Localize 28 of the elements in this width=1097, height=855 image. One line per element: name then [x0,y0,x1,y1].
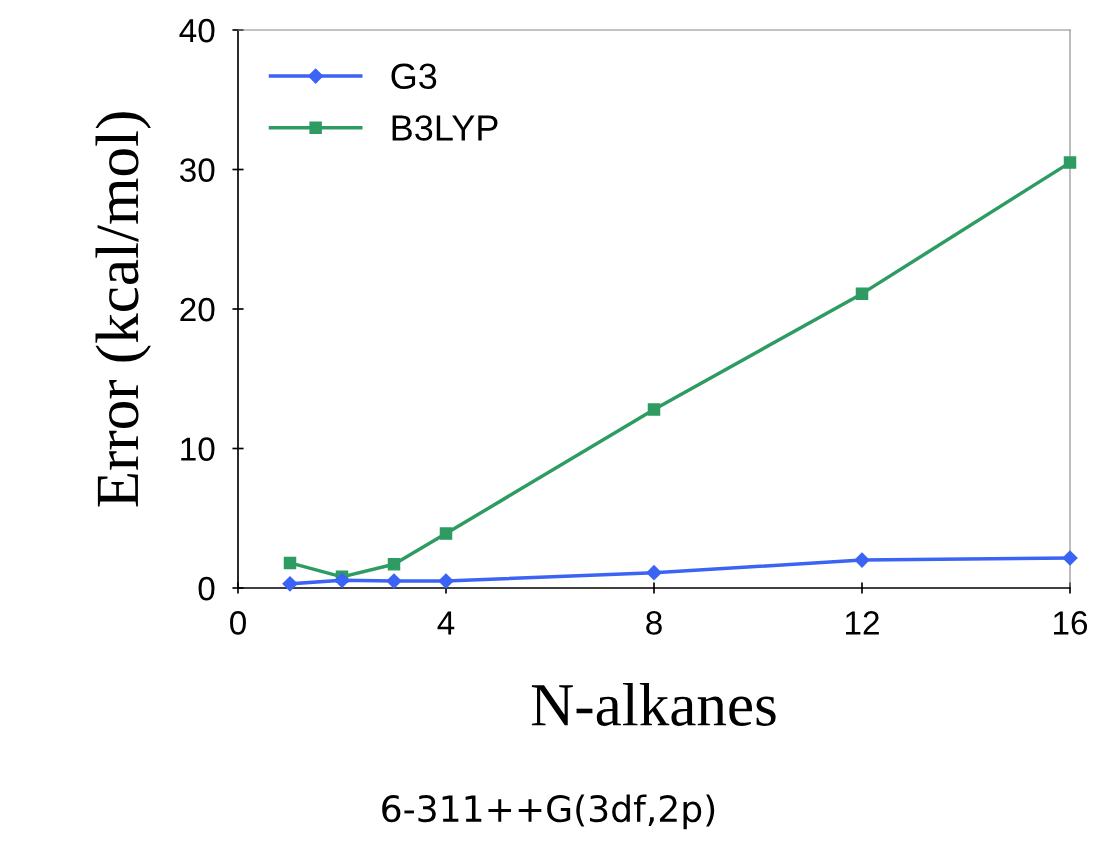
y-tick-label: 10 [181,437,215,461]
point [647,403,661,416]
point [1062,550,1078,566]
text: 6-311++G(3df,2p) [382,794,715,830]
point [1063,156,1077,169]
x-tick-label: 4 [437,611,455,635]
y-axis-title: Error (kcal/mol) [95,112,151,507]
point [386,573,402,589]
y-tick-label: 30 [179,158,215,182]
x-tick-label: 16 [1054,611,1088,635]
x-tick-label: 12 [846,611,879,635]
y-tick-label: 0 [198,576,215,601]
y-tick-label: 20 [180,297,215,322]
point [439,527,453,540]
legend-label: G3 [391,63,437,90]
x-tick-label: 0 [230,611,246,635]
legend-label: B3LYP [392,115,498,141]
point [282,576,298,592]
point [387,558,401,571]
point [334,572,350,588]
point [855,287,869,300]
point [854,552,870,568]
point [646,565,662,581]
point [438,573,454,589]
y-tick-label: 40 [179,18,215,43]
point [283,556,297,570]
x-axis-title: N-alkanes [531,682,776,726]
x-tick-label: 8 [646,611,662,635]
